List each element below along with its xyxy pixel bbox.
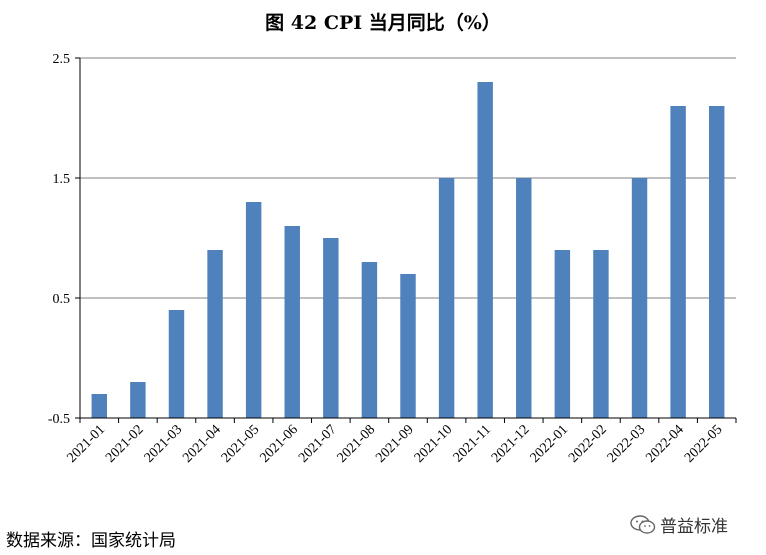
x-tick-label: 2021-09 [373, 422, 417, 466]
bar-2022-05 [708, 106, 725, 418]
bar-2022-02 [593, 250, 609, 418]
watermark-text: 普益标准 [660, 517, 728, 537]
bar-2021-11 [477, 82, 493, 418]
x-tick-label: 2021-03 [142, 422, 186, 466]
x-tick-labels: 2021-012021-022021-032021-042021-052021-… [65, 422, 726, 466]
y-tick-label: 2.5 [53, 52, 71, 67]
x-tick-label: 2021-11 [451, 422, 494, 465]
bar-2021-02 [130, 382, 146, 418]
bar-2021-04 [207, 250, 223, 418]
axes [75, 57, 737, 423]
bar-2021-05 [245, 202, 262, 418]
wechat-icon [630, 514, 656, 534]
bar-2021-07 [323, 238, 339, 418]
y-tick-label: 1.5 [53, 172, 71, 187]
x-tick-label: 2021-01 [65, 422, 109, 466]
bar-2021-01 [91, 394, 108, 418]
bar-2022-04 [670, 106, 686, 418]
source-note: 数据来源：国家统计局 [6, 531, 176, 551]
y-tick-label: 0.5 [53, 292, 71, 307]
watermark: 普益标准 [630, 512, 728, 537]
x-tick-label: 2021-05 [219, 422, 263, 466]
bar-2022-01 [554, 250, 571, 418]
bar-2022-03 [631, 178, 648, 418]
bar-2021-08 [361, 262, 378, 418]
bar-2021-12 [516, 178, 532, 418]
y-tick-label: -0.5 [48, 412, 70, 427]
x-tick-label: 2022-04 [643, 422, 687, 466]
bar-2021-10 [438, 178, 455, 418]
x-tick-label: 2021-07 [296, 422, 340, 466]
x-tick-label: 2022-02 [566, 422, 610, 466]
x-tick-label: 2021-08 [335, 422, 379, 466]
x-tick-label: 2022-05 [682, 422, 726, 466]
bar-2021-06 [284, 226, 300, 418]
x-tick-label: 2021-02 [103, 422, 147, 466]
x-tick-label: 2022-03 [605, 422, 649, 466]
chart-title: 图 42 CPI 当月同比（%） [265, 12, 501, 34]
x-tick-label: 2021-04 [180, 422, 224, 466]
x-tick-label: 2022-01 [528, 422, 572, 466]
bars [91, 82, 725, 418]
bar-2021-09 [400, 274, 416, 418]
bar-2021-03 [168, 310, 185, 418]
y-tick-labels: 2.5 1.5 0.5 -0.5 [48, 52, 70, 427]
x-tick-label: 2021-06 [257, 422, 301, 466]
x-tick-label: 2021-10 [412, 422, 456, 466]
x-tick-label: 2021-12 [489, 422, 533, 466]
